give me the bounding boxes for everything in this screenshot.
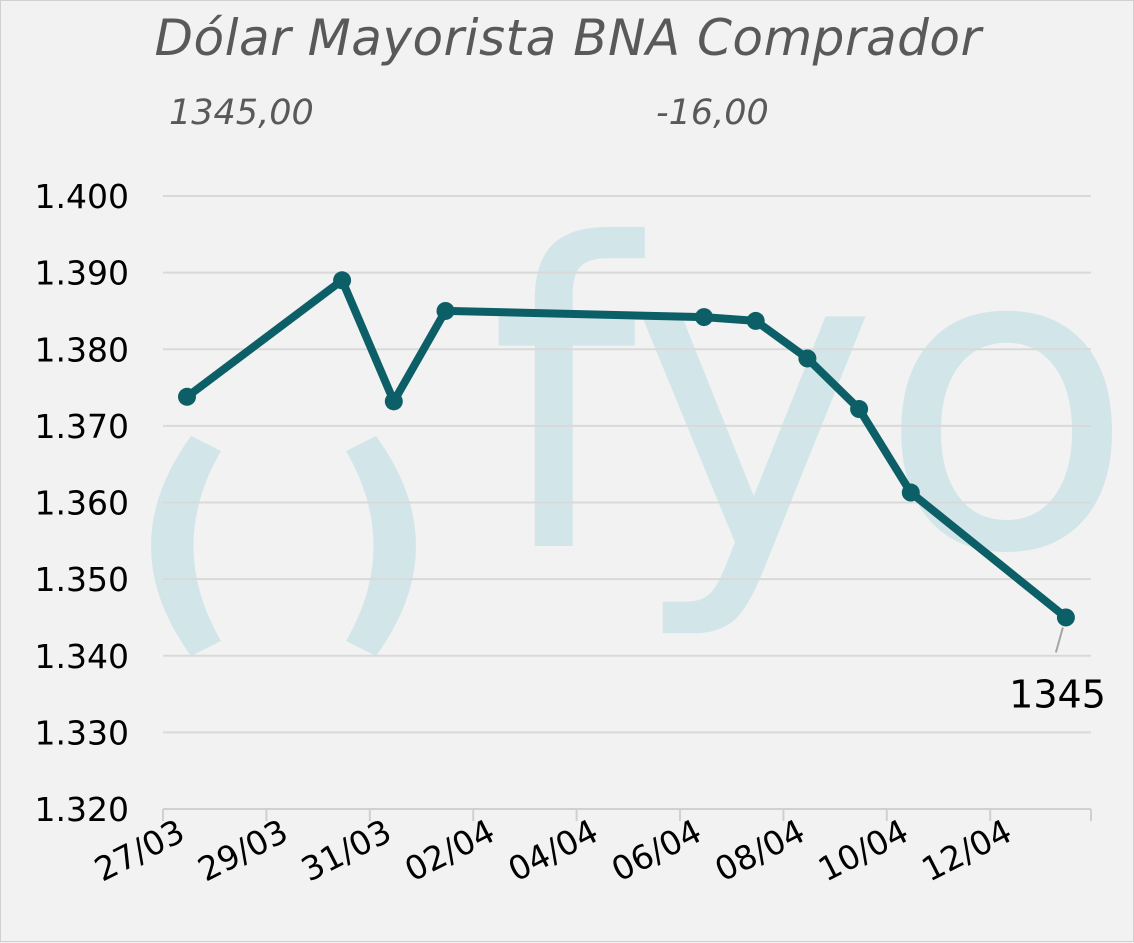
data-point	[695, 308, 713, 327]
x-tick-label: 10/04	[812, 811, 914, 889]
last-value: 1345,00	[169, 93, 314, 133]
x-tick-label: 04/04	[502, 811, 604, 889]
x-tick-label: 06/04	[605, 811, 707, 889]
series-line	[183, 276, 1070, 622]
data-point	[333, 271, 352, 290]
watermark-text: fyo	[489, 157, 1134, 646]
data-point	[436, 301, 455, 320]
data-point	[850, 400, 869, 419]
watermark-right-paren	[346, 436, 416, 656]
x-tick-label: 08/04	[709, 811, 811, 889]
y-tick-label: 1.330	[35, 713, 129, 752]
y-tick-label: 1.380	[35, 330, 129, 369]
x-tick-label: 12/04	[915, 811, 1017, 889]
data-point	[1056, 608, 1075, 627]
data-point	[178, 387, 196, 406]
x-tick-label: 29/03	[192, 811, 294, 889]
y-tick-label: 1.350	[35, 560, 129, 599]
fyo-watermark: fyo	[151, 157, 1134, 656]
last-data-label: 1345	[1009, 672, 1106, 716]
x-tick-label: 02/04	[398, 811, 500, 889]
data-point	[384, 392, 403, 411]
y-axis: 1.320 1.330 1.340 1.350 1.360 1.370 1.380 1.390…	[35, 177, 129, 829]
x-axis: 27/03 29/03 31/03 02/04 04/04 06/04 08/04 10/04…	[88, 808, 1092, 889]
data-label-leader	[1054, 627, 1064, 653]
watermark-left-paren	[151, 436, 221, 656]
y-tick-label: 1.370	[35, 407, 129, 446]
change-value: -16,00	[656, 93, 769, 133]
y-tick-label: 1.320	[35, 790, 129, 829]
y-tick-label: 1.360	[35, 484, 129, 523]
y-tick-label: 1.340	[35, 637, 129, 676]
data-point	[901, 483, 920, 502]
y-tick-label: 1.390	[35, 254, 129, 293]
y-tick-label: 1.400	[35, 177, 129, 216]
data-point	[798, 349, 817, 368]
chart-title: Dólar Mayorista BNA Comprador	[154, 9, 982, 67]
x-tick-label: 31/03	[295, 811, 397, 889]
data-point	[746, 311, 765, 330]
series: 1345	[178, 271, 1106, 716]
